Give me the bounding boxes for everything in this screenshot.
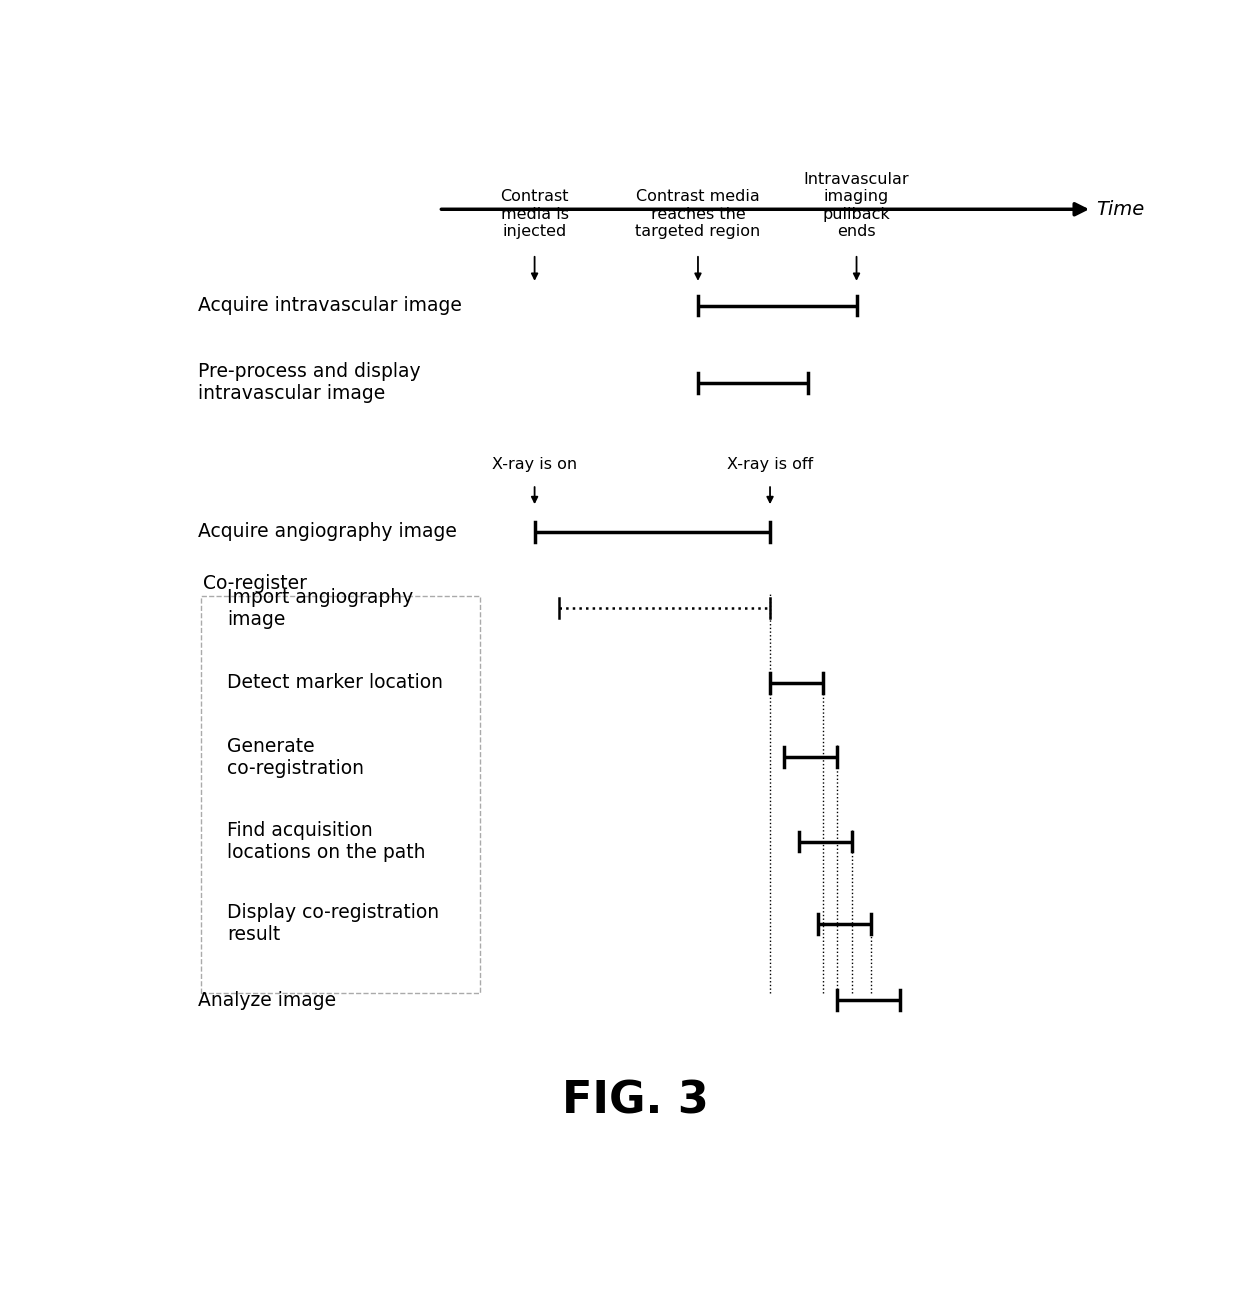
Text: Detect marker location: Detect marker location xyxy=(227,673,443,692)
Text: Acquire angiography image: Acquire angiography image xyxy=(198,522,458,541)
Text: Pre-process and display
intravascular image: Pre-process and display intravascular im… xyxy=(198,362,420,403)
Text: Acquire intravascular image: Acquire intravascular image xyxy=(198,296,463,315)
Text: Time: Time xyxy=(1096,200,1145,219)
Text: Analyze image: Analyze image xyxy=(198,991,336,1009)
Text: X-ray is on: X-ray is on xyxy=(492,458,577,472)
Bar xyxy=(201,597,480,994)
Text: Find acquisition
locations on the path: Find acquisition locations on the path xyxy=(227,821,425,862)
Text: Import angiography
image: Import angiography image xyxy=(227,588,413,629)
Text: X-ray is off: X-ray is off xyxy=(727,458,813,472)
Text: FIG. 3: FIG. 3 xyxy=(562,1079,709,1123)
Text: Co-register: Co-register xyxy=(203,575,308,593)
Text: Display co-registration
result: Display co-registration result xyxy=(227,904,439,945)
Text: Contrast media
reaches the
targeted region: Contrast media reaches the targeted regi… xyxy=(635,189,760,238)
Text: Generate
co-registration: Generate co-registration xyxy=(227,736,365,777)
Text: Contrast
media is
injected: Contrast media is injected xyxy=(501,189,569,238)
Text: Intravascular
imaging
pullback
ends: Intravascular imaging pullback ends xyxy=(804,171,909,238)
